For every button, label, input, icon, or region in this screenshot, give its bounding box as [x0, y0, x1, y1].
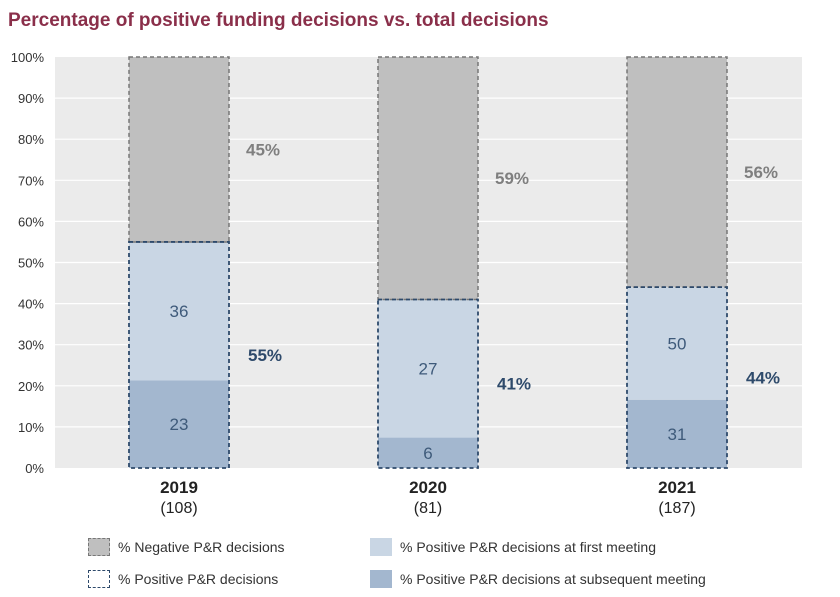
y-tick-label: 40% [18, 297, 44, 312]
positive-percent-label: 44% [746, 369, 780, 388]
legend-label-first-meeting: % Positive P&R decisions at first meetin… [400, 539, 656, 555]
y-tick-label: 30% [18, 338, 44, 353]
bar-negative [378, 57, 478, 300]
y-tick-label: 60% [18, 214, 44, 229]
legend-item-positive: % Positive P&R decisions [88, 570, 278, 588]
legend-swatch-positive [88, 570, 110, 588]
legend-swatch-negative [88, 538, 110, 556]
y-tick-label: 70% [18, 173, 44, 188]
legend-label-negative: % Negative P&R decisions [118, 539, 285, 555]
bar-first-meeting [378, 299, 478, 438]
segment-value-label: 50 [668, 334, 687, 353]
y-axis-ticks: 0% 10% 20% 30% 40% 50% 60% 70% 80% 90% 100% [11, 50, 45, 476]
negative-percent-label: 45% [246, 140, 280, 159]
data-labels: 23 36 45% 55% 6 27 59% 41% 31 50 56% 44% [170, 140, 780, 462]
y-tick-label: 50% [18, 256, 44, 271]
bar-positive-outline [128, 241, 230, 469]
legend: % Negative P&R decisions % Positive P&R … [88, 536, 808, 592]
bar-first-meeting [129, 241, 229, 381]
legend-label-subsequent-meeting: % Positive P&R decisions at subsequent m… [400, 571, 706, 587]
negative-percent-label: 56% [744, 163, 778, 182]
y-tick-label: 90% [18, 91, 44, 106]
segment-value-label: 23 [170, 415, 189, 434]
segment-value-label: 36 [170, 302, 189, 321]
x-tick-total: (81) [414, 500, 442, 517]
x-tick-total: (108) [160, 500, 197, 517]
legend-swatch-first-meeting [370, 538, 392, 556]
bar-subsequent-meeting [378, 437, 478, 468]
segment-value-label: 6 [423, 444, 432, 463]
y-tick-label: 80% [18, 132, 44, 147]
y-tick-label: 20% [18, 379, 44, 394]
positive-percent-label: 55% [248, 346, 282, 365]
bars [128, 56, 728, 469]
bar-negative-outline [128, 56, 230, 243]
x-axis-ticks: 2019 (108) 2020 (81) 2021 (187) [160, 478, 696, 517]
legend-label-positive: % Positive P&R decisions [118, 571, 279, 587]
positive-percent-label: 41% [497, 375, 531, 394]
y-tick-label: 10% [18, 420, 44, 435]
bar-negative [627, 57, 727, 288]
bar-negative [129, 57, 229, 242]
bar-positive-outline [626, 286, 728, 469]
bar-positive-outline [377, 298, 479, 469]
x-tick-year: 2019 [160, 478, 198, 497]
negative-percent-label: 59% [495, 169, 529, 188]
legend-item-subsequent-meeting: % Positive P&R decisions at subsequent m… [370, 570, 706, 588]
y-tick-label: 0% [25, 461, 44, 476]
segment-value-label: 27 [419, 360, 438, 379]
x-tick-total: (187) [658, 500, 695, 517]
x-tick-year: 2020 [409, 478, 447, 497]
legend-item-first-meeting: % Positive P&R decisions at first meetin… [370, 538, 656, 556]
legend-item-negative: % Negative P&R decisions [88, 538, 285, 556]
bar-first-meeting [627, 287, 727, 400]
segment-value-label: 31 [668, 425, 687, 444]
y-tick-label: 100% [11, 50, 45, 65]
legend-swatch-subsequent-meeting [370, 570, 392, 588]
bar-subsequent-meeting [129, 380, 229, 468]
bar-subsequent-meeting [627, 399, 727, 468]
chart-title: Percentage of positive funding decisions… [8, 10, 549, 31]
x-tick-year: 2021 [658, 478, 696, 497]
